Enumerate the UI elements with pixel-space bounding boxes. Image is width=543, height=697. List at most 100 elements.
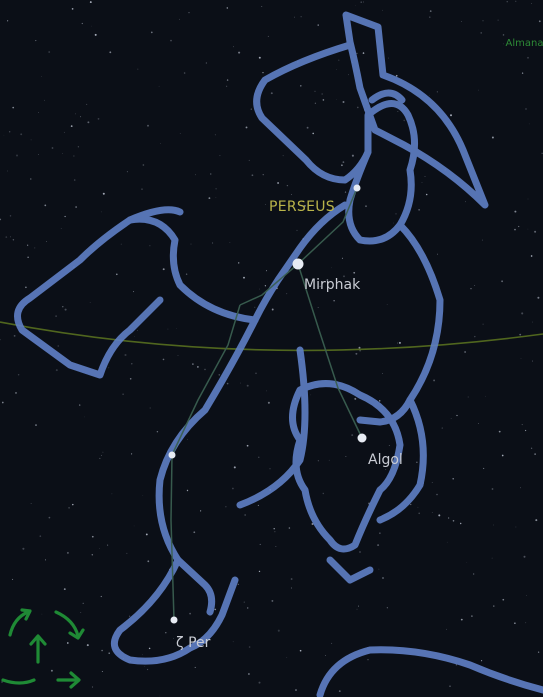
- background-star: [306, 126, 309, 129]
- background-star: [7, 20, 9, 22]
- star-algol: [357, 433, 367, 443]
- background-star: [99, 548, 100, 549]
- background-star: [535, 519, 538, 522]
- background-star: [319, 285, 321, 287]
- background-star: [91, 686, 94, 688]
- app-title: Almanac: [505, 38, 543, 49]
- background-star: [68, 506, 71, 509]
- background-star: [410, 504, 412, 506]
- rotate-pan-navigation-icon[interactable]: [0, 600, 90, 697]
- background-star: [449, 685, 451, 688]
- background-star: [269, 468, 271, 470]
- background-star: [477, 89, 479, 91]
- background-star: [91, 554, 94, 556]
- background-star: [418, 512, 421, 515]
- background-star: [17, 374, 20, 376]
- background-star: [233, 466, 236, 469]
- background-star: [41, 613, 43, 615]
- background-star: [145, 533, 148, 536]
- background-star: [16, 154, 18, 157]
- background-star: [483, 467, 485, 469]
- background-star: [226, 85, 228, 87]
- background-star: [44, 204, 47, 207]
- star-label-algol[interactable]: Algol: [368, 452, 403, 468]
- background-star: [294, 16, 295, 18]
- background-star: [162, 268, 165, 271]
- background-star: [149, 407, 151, 409]
- star-label-mirphak[interactable]: Mirphak: [304, 277, 361, 293]
- background-star: [39, 535, 42, 537]
- background-star: [190, 243, 192, 245]
- background-star: [447, 517, 450, 519]
- constellation-label[interactable]: PERSEUS: [269, 199, 335, 215]
- background-star: [48, 516, 51, 519]
- background-star: [82, 602, 84, 604]
- background-star: [286, 184, 289, 187]
- background-star: [258, 681, 261, 684]
- background-star: [429, 10, 432, 12]
- background-star: [30, 139, 32, 141]
- background-star: [524, 429, 527, 432]
- background-star: [73, 179, 76, 181]
- background-star: [326, 279, 329, 281]
- background-star: [12, 106, 15, 109]
- background-star: [254, 306, 256, 308]
- star-label-zeta-per[interactable]: ζ Per: [176, 635, 211, 651]
- background-star: [348, 74, 349, 76]
- background-star: [325, 655, 326, 656]
- background-star: [527, 228, 529, 230]
- background-star: [438, 514, 441, 517]
- background-star: [342, 101, 345, 103]
- background-star: [64, 215, 66, 218]
- background-star: [431, 512, 433, 513]
- background-star: [502, 598, 505, 601]
- background-star: [262, 174, 264, 176]
- background-star: [247, 673, 250, 675]
- background-star: [393, 222, 394, 224]
- background-star: [193, 531, 196, 534]
- background-star: [173, 637, 175, 639]
- background-star: [452, 520, 455, 522]
- background-star: [336, 68, 337, 70]
- background-star: [473, 573, 475, 575]
- background-star: [149, 245, 151, 247]
- background-star: [317, 460, 320, 462]
- background-star: [388, 445, 390, 446]
- background-star: [271, 308, 274, 311]
- background-star: [183, 72, 186, 74]
- background-star: [243, 276, 245, 279]
- background-star: [248, 159, 250, 161]
- background-star: [187, 439, 188, 440]
- background-star: [274, 531, 276, 533]
- background-star: [124, 353, 127, 357]
- background-star: [37, 112, 39, 113]
- background-star: [267, 35, 269, 37]
- background-star: [162, 358, 165, 361]
- background-star: [133, 291, 135, 293]
- named-stars: [168, 184, 367, 624]
- background-star: [261, 6, 263, 7]
- background-star: [215, 188, 217, 190]
- background-star: [1, 681, 3, 683]
- background-star: [437, 253, 438, 255]
- background-star: [159, 695, 161, 697]
- background-star: [257, 504, 259, 506]
- background-star: [519, 333, 522, 336]
- background-star: [22, 547, 25, 550]
- background-star: [141, 654, 143, 656]
- background-star: [232, 641, 234, 643]
- background-star: [102, 451, 104, 453]
- background-star: [277, 629, 280, 632]
- background-star: [338, 59, 340, 61]
- background-star: [388, 57, 389, 59]
- background-star: [314, 102, 317, 104]
- background-star: [286, 293, 288, 295]
- background-star: [277, 182, 280, 184]
- background-star: [10, 236, 11, 238]
- background-star: [44, 559, 47, 561]
- background-star: [362, 52, 365, 54]
- star-near-head: [353, 184, 361, 192]
- background-star: [197, 366, 199, 368]
- background-star: [0, 338, 1, 341]
